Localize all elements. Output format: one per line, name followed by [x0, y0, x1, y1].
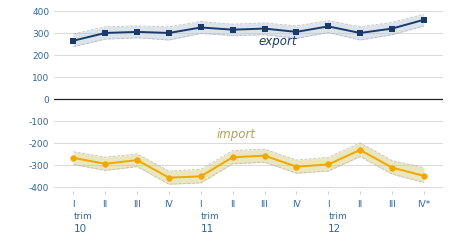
Text: import: import	[216, 127, 255, 140]
Text: trim: trim	[73, 211, 92, 220]
Text: trim: trim	[327, 211, 346, 220]
Text: 10: 10	[73, 223, 86, 233]
Text: export: export	[258, 35, 296, 48]
Text: 12: 12	[327, 223, 341, 233]
Text: trim: trim	[200, 211, 219, 220]
Text: 11: 11	[200, 223, 214, 233]
